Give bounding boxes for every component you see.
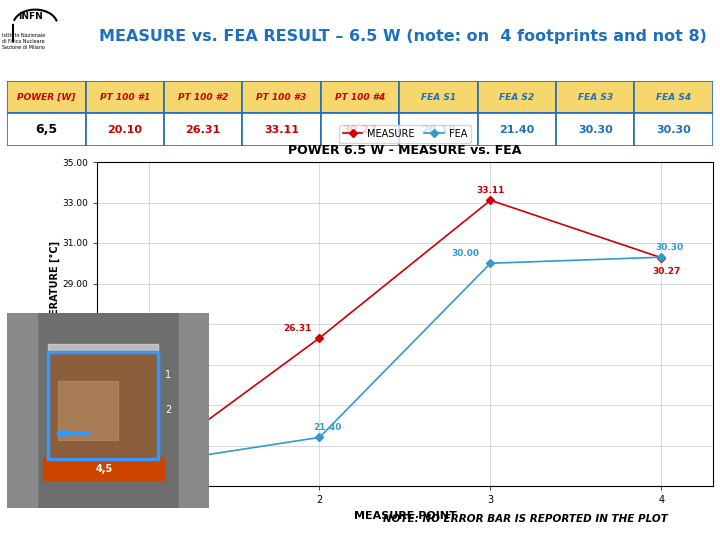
Text: PT 100 #4: PT 100 #4	[335, 93, 385, 102]
Bar	[243, 81, 321, 113]
Bar	[399, 113, 477, 146]
Bar	[7, 81, 86, 113]
Text: 4,5: 4,5	[95, 464, 112, 474]
MEASURE	[144, 461, 153, 467]
Bar	[477, 113, 556, 146]
Text: PT 100 #2: PT 100 #2	[178, 93, 228, 102]
Text: 33.11: 33.11	[477, 186, 505, 195]
Text: 6,5: 6,5	[35, 123, 58, 136]
Text: 26.31: 26.31	[186, 125, 221, 134]
Title: POWER 6.5 W - MEASURE vs. FEA: POWER 6.5 W - MEASURE vs. FEA	[288, 144, 522, 157]
Line: MEASURE: MEASURE	[145, 198, 665, 467]
Text: MEASURE vs. FEA RESULT – 6.5 W (note: on  4 footprints and not 8): MEASURE vs. FEA RESULT – 6.5 W (note: on…	[99, 30, 707, 44]
FEA	[657, 254, 666, 260]
Text: FEA S4: FEA S4	[656, 93, 691, 102]
X-axis label: MEASURE POINT: MEASURE POINT	[354, 511, 456, 521]
Y-axis label: STIFFENER TEMPERATURE [°C]: STIFFENER TEMPERATURE [°C]	[49, 240, 60, 408]
Text: 30.27: 30.27	[653, 267, 681, 276]
Bar	[399, 81, 477, 113]
Bar	[7, 313, 37, 508]
Text: 33.11: 33.11	[264, 125, 299, 134]
Bar	[164, 81, 243, 113]
Text: PT 100 #1: PT 100 #1	[99, 93, 150, 102]
Bar	[321, 113, 399, 146]
Text: Istituto Nazionale
di Fisica Nucleare
Sezione di Milano: Istituto Nazionale di Fisica Nucleare Se…	[2, 33, 45, 50]
Bar	[58, 381, 118, 440]
MEASURE	[315, 335, 324, 341]
Text: 30.30: 30.30	[656, 125, 691, 134]
Text: 20.10: 20.10	[107, 125, 143, 134]
FEA	[144, 461, 153, 467]
Text: 21.40: 21.40	[499, 125, 534, 134]
Text: 20.10: 20.10	[104, 453, 132, 462]
Bar	[243, 113, 321, 146]
Text: 1: 1	[166, 370, 171, 380]
Text: POWER [W]: POWER [W]	[17, 93, 76, 102]
Bar	[43, 457, 164, 481]
Text: INFN: INFN	[18, 12, 43, 21]
Legend: MEASURE, FEA: MEASURE, FEA	[339, 125, 471, 143]
Bar	[48, 352, 158, 459]
Text: 21.40: 21.40	[314, 423, 342, 433]
Bar	[48, 345, 158, 352]
Bar	[556, 113, 634, 146]
Text: FEA S2: FEA S2	[499, 93, 534, 102]
Bar	[556, 81, 634, 113]
Line: FEA: FEA	[145, 254, 665, 467]
FEA	[486, 260, 495, 266]
Text: 20.10: 20.10	[421, 125, 456, 134]
Text: NOTE: NO ERROR BAR IS REPORTED IN THE PLOT: NOTE: NO ERROR BAR IS REPORTED IN THE PL…	[383, 514, 668, 524]
MEASURE	[486, 197, 495, 204]
Bar	[321, 81, 399, 113]
Bar	[86, 81, 164, 113]
Text: PT 100 #3: PT 100 #3	[256, 93, 307, 102]
FEA	[315, 434, 324, 441]
Bar	[179, 313, 209, 508]
Bar	[7, 113, 86, 146]
Text: 30.27: 30.27	[343, 125, 377, 134]
Bar	[477, 81, 556, 113]
Text: 30.30: 30.30	[578, 125, 613, 134]
Text: 30.00: 30.00	[451, 249, 480, 258]
Text: 30.30: 30.30	[656, 243, 684, 252]
Text: 2: 2	[166, 406, 171, 415]
Text: 26.31: 26.31	[283, 324, 312, 333]
Bar	[634, 113, 713, 146]
Text: FEA S1: FEA S1	[420, 93, 456, 102]
Bar	[86, 113, 164, 146]
Text: FEA S3: FEA S3	[577, 93, 613, 102]
Bar	[634, 81, 713, 113]
MEASURE	[657, 254, 666, 261]
Bar	[164, 113, 243, 146]
Text: 20.10: 20.10	[104, 474, 132, 482]
